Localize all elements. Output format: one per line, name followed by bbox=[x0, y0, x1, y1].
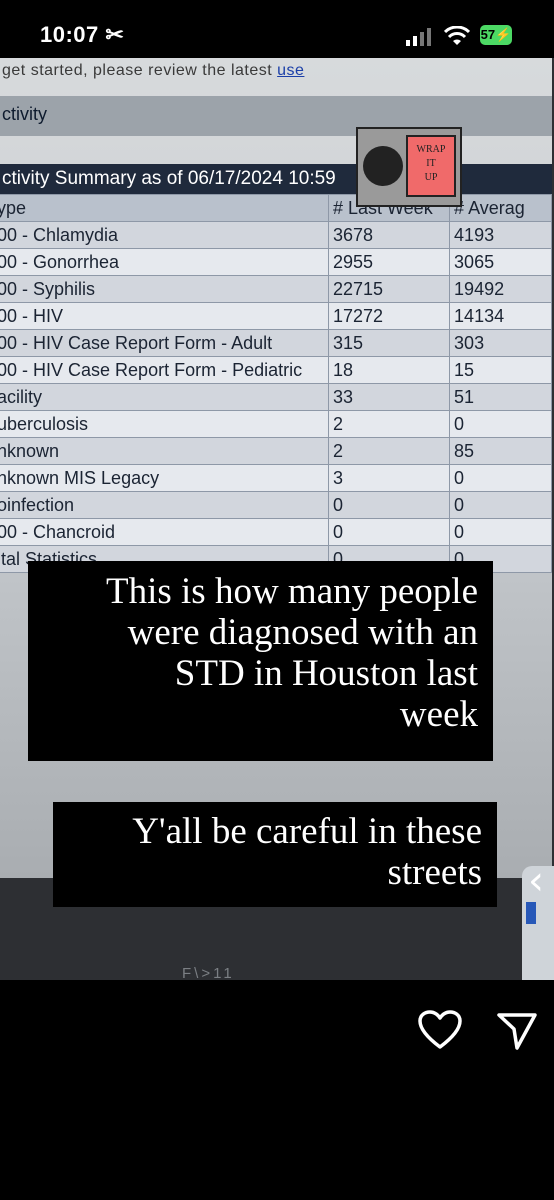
cell-type: 00 - HIV Case Report Form - Adult bbox=[0, 329, 329, 357]
cell-type: 00 - Syphilis bbox=[0, 275, 329, 303]
cell-average: 14134 bbox=[449, 302, 552, 330]
table-row: 00 - Chancroid 0 0 bbox=[0, 518, 552, 546]
cell-last-week: 315 bbox=[327, 329, 451, 357]
table-row: nknown 2 85 bbox=[0, 437, 552, 465]
table-header-row: ype # Last Week # Averag bbox=[0, 194, 552, 222]
cell-last-week: 2 bbox=[327, 410, 451, 438]
cell-type: 00 - HIV Case Report Form - Pediatric bbox=[0, 356, 329, 384]
cell-type: oinfection bbox=[0, 491, 329, 519]
cell-average: 0 bbox=[449, 518, 552, 546]
cell-type: nknown bbox=[0, 437, 329, 465]
caption-1-line: were diagnosed with an bbox=[127, 612, 478, 653]
cell-last-week: 22715 bbox=[327, 275, 451, 303]
table-row: uberculosis 2 0 bbox=[0, 410, 552, 438]
cell-type: uberculosis bbox=[0, 410, 329, 438]
activity-tab-bar: ctivity bbox=[0, 96, 552, 136]
caption-1-line: STD in Houston last bbox=[174, 653, 478, 694]
cell-average: 0 bbox=[449, 545, 552, 573]
sticker-text-3: UP bbox=[425, 172, 438, 183]
table-row: 00 - HIV Case Report Form - Adult 315 303 bbox=[0, 329, 552, 357]
notice-link: use bbox=[277, 62, 305, 79]
cell-last-week: 2955 bbox=[327, 248, 451, 276]
caption-1: This is how many people were diagnosed w… bbox=[28, 561, 493, 761]
status-bar: 10:07 ✂ 57⚡ bbox=[0, 0, 554, 70]
cell-average: 15 bbox=[449, 356, 552, 384]
cell-average: 3065 bbox=[449, 248, 552, 276]
cell-last-week: 3 bbox=[327, 464, 451, 492]
cell-last-week: 0 bbox=[327, 491, 451, 519]
status-time: 10:07 ✂ bbox=[40, 22, 125, 47]
cell-average: 4193 bbox=[449, 221, 552, 249]
battery-indicator: 57⚡ bbox=[480, 25, 512, 45]
heart-icon[interactable] bbox=[418, 1010, 462, 1050]
caption-2: Y'all be careful in these streets bbox=[53, 802, 497, 907]
cell-last-week: 2 bbox=[327, 437, 451, 465]
screen-photo: get started, please review the latest us… bbox=[0, 58, 552, 980]
activity-table: ype # Last Week # Averag 00 - Chlamydia3… bbox=[0, 194, 552, 573]
send-icon[interactable] bbox=[496, 1012, 538, 1050]
summary-header: ctivity Summary as of 06/17/2024 10:59 bbox=[0, 164, 552, 194]
cell-average: 51 bbox=[449, 383, 552, 411]
activity-tab-label: ctivity bbox=[2, 104, 47, 124]
cell-average: 0 bbox=[449, 491, 552, 519]
caption-2-line: streets bbox=[387, 852, 482, 893]
table-row: 00 - Chlamydia 3678 4193 bbox=[0, 221, 552, 249]
caption-1-line: week bbox=[399, 694, 478, 735]
cell-type: 00 - Gonorrhea bbox=[0, 248, 329, 276]
notice-line: get started, please review the latest us… bbox=[2, 62, 305, 79]
table-row: acility 33 51 bbox=[0, 383, 552, 411]
caption-2-line: Y'all be careful in these bbox=[132, 811, 482, 852]
sticker-text-2: IT bbox=[426, 158, 435, 169]
summary-title: ctivity Summary as of 06/17/2024 10:59 bbox=[2, 168, 336, 189]
cell-average: 0 bbox=[449, 464, 552, 492]
table-row: 00 - Gonorrhea 2955 3065 bbox=[0, 248, 552, 276]
cellular-signal-icon bbox=[406, 28, 431, 46]
table-row: 00 - Syphilis 22715 19492 bbox=[0, 275, 552, 303]
monitor-brand: F\>11 bbox=[182, 965, 235, 980]
table-row: oinfection 0 0 bbox=[0, 491, 552, 519]
side-tab bbox=[522, 866, 554, 980]
cell-last-week: 17272 bbox=[327, 302, 451, 330]
table-row: 00 - HIV 17272 14134 bbox=[0, 302, 552, 330]
wifi-icon bbox=[444, 26, 470, 45]
cell-average: 19492 bbox=[449, 275, 552, 303]
sticker-text-1: WRAP bbox=[417, 144, 446, 155]
cell-type: nknown MIS Legacy bbox=[0, 464, 329, 492]
cell-average: 0 bbox=[449, 410, 552, 438]
cell-last-week: 0 bbox=[327, 518, 451, 546]
scissors-icon: ✂ bbox=[105, 22, 125, 47]
wrap-it-up-sticker: WRAP IT UP bbox=[356, 127, 462, 207]
cell-last-week: 3678 bbox=[327, 221, 451, 249]
cell-last-week: 18 bbox=[327, 356, 451, 384]
table-row: nknown MIS Legacy 3 0 bbox=[0, 464, 552, 492]
col-type-header: ype bbox=[0, 194, 329, 222]
cell-type: 00 - Chancroid bbox=[0, 518, 329, 546]
cell-average: 303 bbox=[449, 329, 552, 357]
cell-type: 00 - Chlamydia bbox=[0, 221, 329, 249]
caption-1-line: This is how many people bbox=[105, 571, 478, 612]
table-row: 00 - HIV Case Report Form - Pediatric 18 1… bbox=[0, 356, 552, 384]
story-image: get started, please review the latest us… bbox=[0, 58, 554, 980]
cell-last-week: 33 bbox=[327, 383, 451, 411]
cell-type: acility bbox=[0, 383, 329, 411]
col-average-header: # Averag bbox=[449, 194, 552, 222]
chevron-left-icon[interactable]: ‹ bbox=[528, 858, 544, 904]
cell-average: 85 bbox=[449, 437, 552, 465]
cell-type: 00 - HIV bbox=[0, 302, 329, 330]
